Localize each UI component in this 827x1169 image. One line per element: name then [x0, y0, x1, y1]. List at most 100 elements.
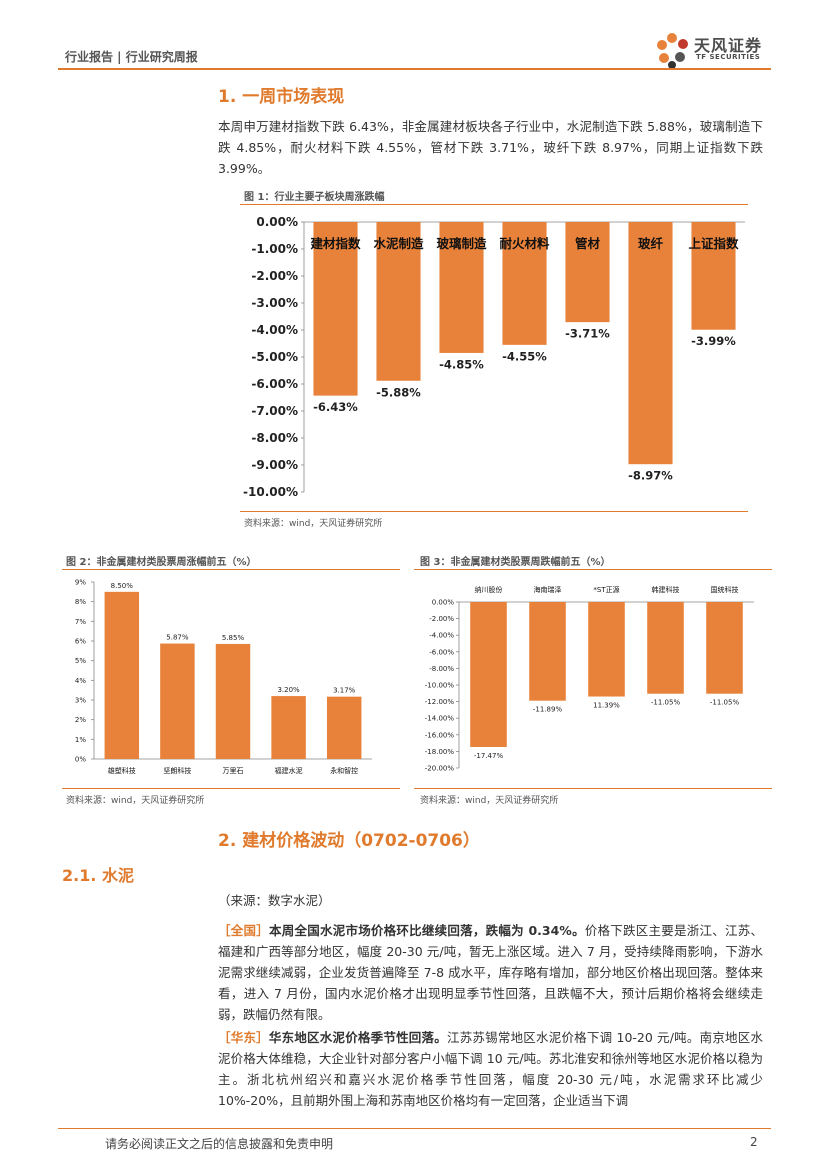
fig2-category-label: 万里石 [223, 767, 244, 775]
fig3-ytick-label: -18.00% [425, 748, 455, 756]
cement-source-note: （来源：数字水泥） [218, 893, 331, 908]
fig3-data-label: -17.47% [474, 752, 504, 760]
national-cement-paragraph: ［全国］本周全国水泥市场价格环比继续回落，跌幅为 0.34%。价格下跌区主要是浙… [218, 920, 763, 1025]
fig1-source: 资料来源：wind，天风证券研究所 [244, 519, 383, 529]
fig1-ytick-label: -2.00% [251, 269, 298, 283]
fig3-ytick-label: 0.00% [432, 598, 455, 606]
fig2-data-label: 5.85% [222, 634, 245, 642]
fig2-title: 图 2：非金属建材类股票周涨幅前五（%） [66, 557, 257, 568]
fig2-ytick-label: 6% [75, 637, 86, 645]
fig2-category-label: 永和智控 [330, 766, 358, 775]
page-number: 2 [750, 1135, 758, 1149]
fig3-bar [647, 602, 684, 694]
fig1-top-rule [240, 204, 748, 205]
fig1-category-label: 建材指数 [310, 236, 361, 251]
fig2-ytick-label: 9% [75, 578, 86, 586]
section2-1-title: 2.1. 水泥 [62, 866, 134, 885]
fig2-ytick-label: 5% [75, 657, 86, 665]
fig3-category-label: 海南瑞泽 [534, 585, 562, 594]
fig1-bar [502, 222, 547, 345]
fig2-category-label: 福建水泥 [275, 766, 303, 775]
section2-title: 2. 建材价格波动（0702-0706） [218, 831, 480, 851]
fig1-category-label: 管材 [575, 236, 601, 251]
fig1-ytick-label: -4.00% [251, 323, 298, 337]
fig1-data-label: -6.43% [313, 400, 358, 414]
fig2-ytick-label: 2% [75, 716, 86, 724]
fig3-data-label: 11.39% [593, 702, 620, 710]
fig3-category-label: 国统科技 [711, 585, 739, 594]
fig2-category-label: 雄塑科技 [108, 766, 136, 775]
fig2-data-label: 8.50% [111, 582, 134, 590]
company-logo: 天风证券 TF SECURITIES [650, 30, 780, 70]
fig2-ytick-label: 3% [75, 696, 86, 704]
fig1-bar [628, 222, 673, 465]
fig2-data-label: 5.87% [166, 634, 189, 642]
fig1-data-label: -4.55% [502, 349, 547, 363]
fig2-bar [215, 643, 251, 759]
fig3-source: 资料来源：wind，天风证券研究所 [420, 796, 559, 806]
fig3-ytick-label: -4.00% [429, 632, 454, 640]
fig2-chart: 9% 8% 7% 6% 5% 4% 3% 2% 1% 0% 8.50% 雄塑科技 5.87% 坚朗科技 5.… [75, 578, 372, 775]
fig2-bar [160, 643, 195, 759]
fig1-bar [376, 222, 421, 381]
fig3-bar [470, 602, 507, 748]
fig3-category-label: *ST正源 [593, 585, 619, 594]
fig1-bottom-rule [240, 511, 748, 512]
fig3-top-rule [414, 569, 772, 570]
fig2-ytick-label: 1% [75, 736, 86, 744]
fig3-data-label: -11.05% [651, 699, 681, 707]
fig3-ytick-label: -12.00% [425, 698, 455, 706]
report-type-label: 行业报告 | 行业研究周报 [65, 50, 198, 64]
fig3-data-label: -11.05% [710, 699, 740, 707]
fig1-data-label: -3.99% [691, 334, 736, 348]
fig1-ytick-label: -8.00% [251, 431, 298, 445]
fig2-bottom-rule [62, 788, 400, 789]
fig1-category-label: 玻璃制造 [436, 236, 487, 251]
fig1-ytick-label: -10.00% [243, 485, 298, 499]
fig3-category-label: 韩建科技 [652, 585, 680, 594]
fig1-ytick-label: -9.00% [251, 458, 298, 472]
east-china-cement-paragraph: ［华东］华东地区水泥价格季节性回落。江苏苏锡常地区水泥价格下调 10-20 元/… [218, 1027, 763, 1111]
fig1-ytick-label: 0.00% [256, 215, 298, 229]
national-body: 价格下跌区主要是浙江、江苏、福建和广西等部分地区，幅度 20-30 元/吨，暂无… [218, 923, 763, 1022]
fig2-category-label: 坚朗科技 [163, 766, 191, 775]
fig3-chart: 0.00% -2.00% -4.00% -6.00% -8.00% -10.00% -12.… [425, 585, 754, 772]
footer-divider [58, 1128, 771, 1129]
disclaimer-text: 请务必阅读正文之后的信息披露和免责申明 [105, 1137, 334, 1151]
fig1-ytick-label: -1.00% [251, 242, 298, 256]
fig1-data-label: -3.71% [565, 327, 610, 341]
fig3-ytick-label: -8.00% [429, 665, 454, 673]
fig1-data-label: -5.88% [376, 385, 421, 399]
fig1-ytick-label: -3.00% [251, 296, 298, 310]
fig3-ytick-label: -16.00% [425, 731, 455, 739]
fig1-bar [565, 222, 610, 323]
fig1-bar [691, 222, 736, 330]
fig3-ytick-label: -2.00% [429, 615, 454, 623]
fig1-bar [313, 222, 358, 396]
fig1-ytick-label: -6.00% [251, 377, 298, 391]
east-china-body: 江苏苏锡常地区水泥价格下调 10-20 元/吨。南京地区水泥价格大体维稳，大企业… [218, 1030, 763, 1108]
east-china-lead: 华东地区水泥价格季节性回落。 [268, 1030, 447, 1045]
fig3-bar [588, 602, 625, 697]
fig3-bottom-rule [414, 788, 772, 789]
fig2-ytick-label: 8% [75, 598, 86, 606]
fig2-data-label: 3.20% [277, 686, 300, 694]
fig2-bar [104, 591, 140, 759]
fig3-data-label: -11.89% [533, 706, 563, 714]
east-china-tag: ［华东］ [218, 1030, 269, 1045]
section1-title: 1. 一周市场表现 [218, 87, 345, 107]
fig1-title: 图 1：行业主要子板块周涨跌幅 [244, 192, 385, 203]
fig2-top-rule [62, 569, 400, 570]
national-tag: ［全国］ [218, 923, 269, 938]
fig1-category-label: 水泥制造 [373, 236, 424, 251]
fig1-ytick-label: -5.00% [251, 350, 298, 364]
flower-logo-icon [657, 33, 688, 69]
fig3-ytick-label: -6.00% [429, 648, 454, 656]
fig1-category-label: 耐火材料 [499, 236, 550, 251]
fig3-bar [706, 602, 743, 694]
fig1-category-label: 上证指数 [688, 236, 739, 251]
fig3-category-label: 纳川股份 [475, 585, 503, 594]
header-divider [58, 68, 771, 70]
fig1-category-label: 玻纤 [638, 236, 664, 251]
fig2-ytick-label: 7% [75, 618, 86, 626]
